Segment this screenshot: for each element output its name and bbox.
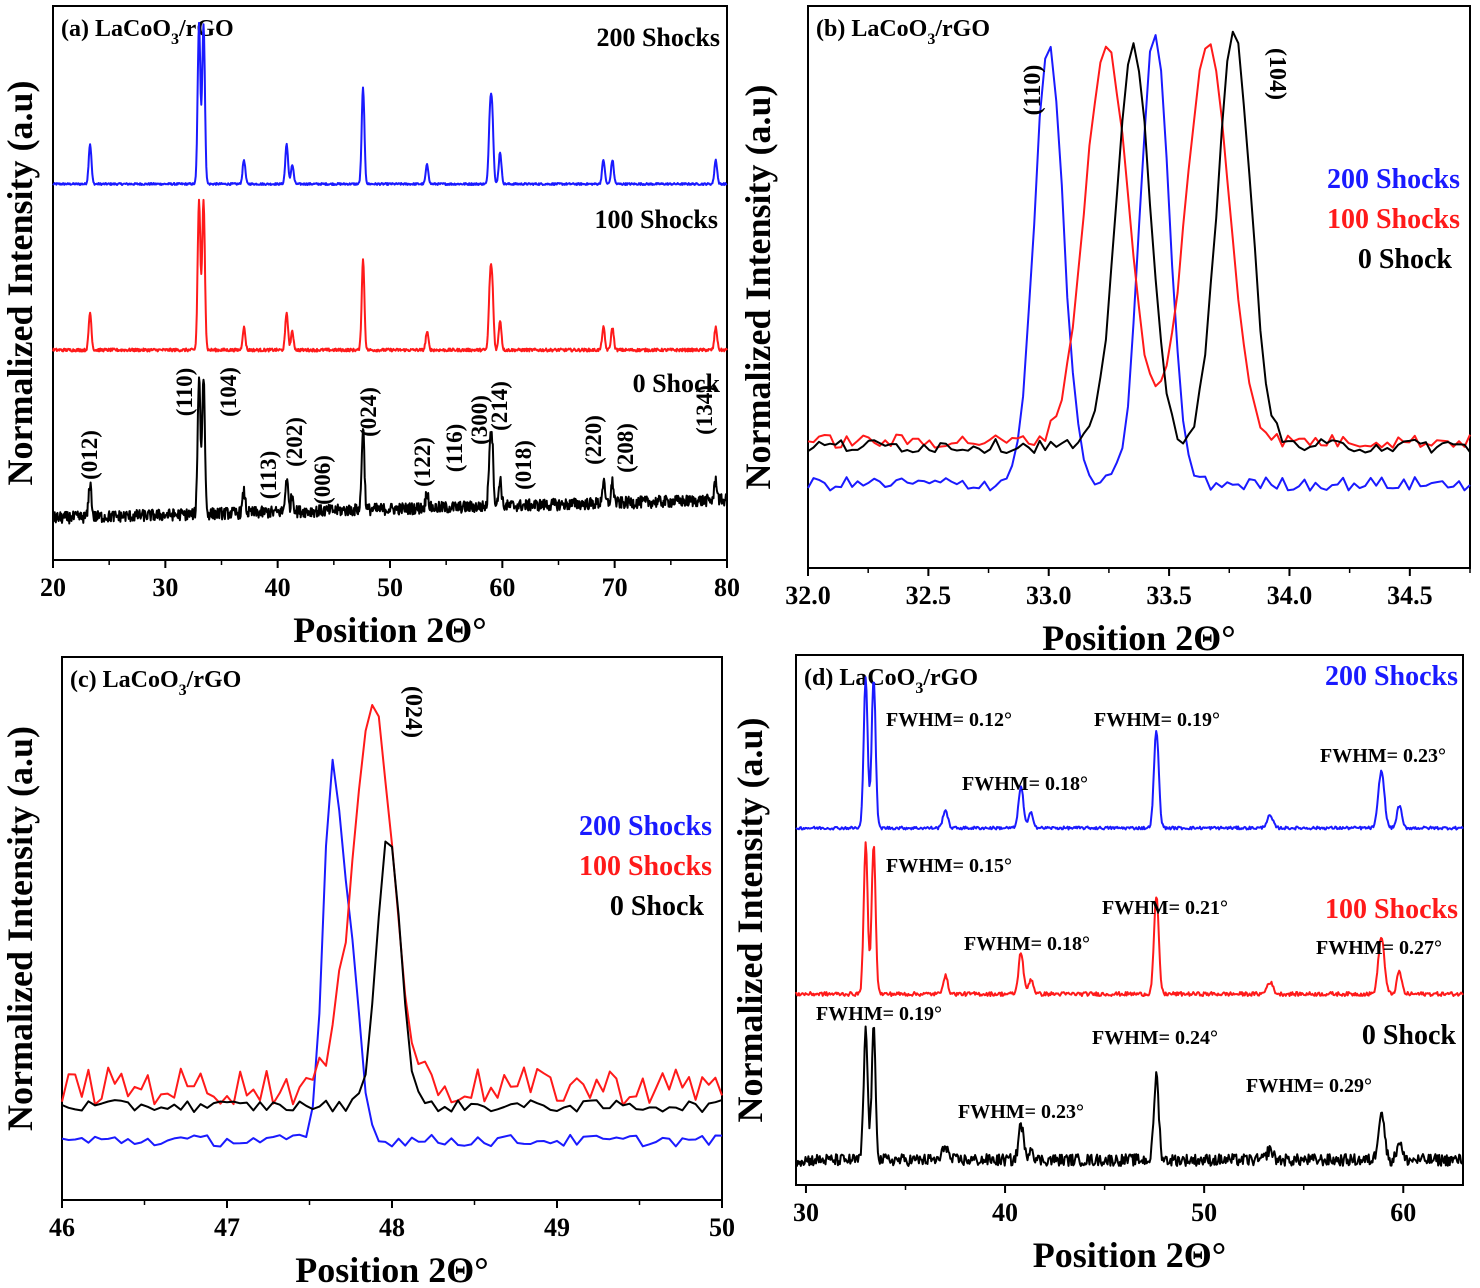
hkl-label: (134): [692, 385, 717, 435]
x-tick-label: 40: [992, 1198, 1018, 1227]
x-tick-label: 70: [602, 573, 628, 602]
fwhm-label: FWHM= 0.15°: [886, 855, 1012, 877]
legend-0: 0 Shock: [1358, 244, 1453, 275]
hkl-024: (024): [400, 686, 426, 738]
hkl-label: (104): [216, 367, 241, 417]
hkl-110: (110): [1020, 65, 1046, 116]
panel-c: (c) LaCoO3/rGO Normalized Intensity (a.u)…: [0, 656, 735, 1288]
x-tick-label: 30: [793, 1198, 819, 1227]
x-tick-label: 40: [265, 573, 291, 602]
x-tick-label: 50: [1191, 1198, 1217, 1227]
hkl-label: (208): [613, 423, 638, 473]
fwhm-label: FWHM= 0.23°: [1320, 745, 1446, 767]
xrd-pattern-2: [795, 1025, 1464, 1167]
fwhm-label: FWHM= 0.29°: [1246, 1075, 1372, 1097]
legend-200: 200 Shocks: [579, 811, 712, 842]
xrd-pattern-1: [795, 841, 1464, 997]
y-axis-label: Normalized Intensity (a.u): [730, 718, 770, 1123]
fwhm-label: FWHM= 0.24°: [1092, 1027, 1218, 1049]
panel-title: (b) LaCoO3/rGO: [816, 16, 990, 48]
hkl-104: (104): [1264, 48, 1290, 100]
hkl-label: (116): [442, 424, 467, 473]
hkl-label: (110): [172, 368, 197, 417]
plot-frame: [52, 5, 728, 561]
legend-200: 200 Shocks: [1325, 661, 1458, 692]
x-axis-label: Position 2Θ°: [295, 1250, 488, 1288]
y-axis-label: Normalized Intensity (a.u): [0, 726, 40, 1131]
plot-frame: [795, 654, 1464, 1186]
legend-200: 200 Shocks: [1327, 164, 1460, 195]
hkl-label: (122): [410, 437, 435, 487]
x-tick-label: 48: [379, 1213, 405, 1242]
fwhm-label: FWHM= 0.19°: [1094, 709, 1220, 731]
peak-series-2: [61, 840, 723, 1113]
x-tick-label: 50: [709, 1213, 735, 1242]
peak-series-0: [807, 34, 1471, 492]
x-tick-label: 20: [40, 573, 66, 602]
hkl-label: (300): [467, 395, 492, 445]
xrd-pattern-2: [52, 376, 728, 525]
peak-series-1: [807, 43, 1471, 449]
x-tick-label: 33.0: [1026, 581, 1072, 610]
xrd-pattern-0: [52, 21, 728, 186]
series-label-0: 0 Shock: [633, 369, 721, 398]
x-tick-label: 32.0: [785, 581, 831, 610]
x-axis-label: Position 2Θ°: [1033, 1235, 1226, 1275]
hkl-label: (006): [310, 455, 335, 505]
fwhm-label: FWHM= 0.12°: [886, 709, 1012, 731]
panel-d: (d) LaCoO3/rGO Normalized Intensity (a.u)…: [730, 654, 1464, 1275]
peak-series-1: [61, 704, 723, 1106]
series-label-100: 100 Shocks: [594, 205, 718, 234]
hkl-label: (018): [511, 440, 536, 490]
peak-series-2: [807, 30, 1471, 454]
hkl-label: (012): [77, 430, 102, 480]
fwhm-label: FWHM= 0.18°: [962, 773, 1088, 795]
series-label-200: 200 Shocks: [596, 23, 720, 52]
x-tick-label: 49: [544, 1213, 570, 1242]
plot-layer: (a) LaCoO3/rGO Normalized Intensity (a.u)…: [0, 5, 1471, 1288]
legend-100: 100 Shocks: [1325, 894, 1458, 925]
fwhm-label: FWHM= 0.27°: [1316, 937, 1442, 959]
x-tick-label: 60: [489, 573, 515, 602]
x-tick-label: 50: [377, 573, 403, 602]
plot-frame: [61, 656, 723, 1201]
x-tick-label: 60: [1390, 1198, 1416, 1227]
x-axis-label: Position 2Θ°: [1042, 618, 1235, 658]
x-tick-label: 47: [214, 1213, 240, 1242]
hkl-label: (113): [256, 451, 281, 500]
hkl-label: (024): [356, 387, 381, 437]
legend-100: 100 Shocks: [1327, 204, 1460, 235]
x-tick-label: 34.5: [1387, 581, 1433, 610]
fwhm-label: FWHM= 0.19°: [816, 1003, 942, 1025]
y-axis-label: Normalized Intensity (a.u): [738, 85, 778, 490]
panel-title: (d) LaCoO3/rGO: [804, 665, 978, 697]
plot-frame: [807, 5, 1471, 569]
panel-b: (b) LaCoO3/rGO Normalized Intensity (a.u)…: [738, 5, 1471, 658]
x-tick-label: 33.5: [1146, 581, 1192, 610]
panel-title: (c) LaCoO3/rGO: [70, 667, 241, 699]
x-tick-label: 32.5: [906, 581, 952, 610]
x-tick-label: 34.0: [1267, 581, 1313, 610]
peak-series-0: [61, 758, 723, 1148]
hkl-label: (214): [487, 381, 512, 431]
xrd-pattern-0: [795, 676, 1464, 831]
x-tick-label: 80: [714, 573, 740, 602]
x-axis-label: Position 2Θ°: [293, 610, 486, 650]
x-tick-label: 30: [152, 573, 178, 602]
panel-title: (a) LaCoO3/rGO: [61, 16, 234, 48]
panel-a: (a) LaCoO3/rGO Normalized Intensity (a.u)…: [0, 5, 740, 650]
y-axis-label: Normalized Intensity (a.u): [0, 81, 40, 486]
legend-0: 0 Shock: [610, 891, 705, 922]
hkl-label: (202): [282, 417, 307, 467]
hkl-label: (220): [581, 415, 606, 465]
fwhm-label: FWHM= 0.21°: [1102, 897, 1228, 919]
x-tick-label: 46: [49, 1213, 75, 1242]
fwhm-label: FWHM= 0.23°: [958, 1101, 1084, 1123]
legend-0: 0 Shock: [1362, 1020, 1457, 1051]
fwhm-label: FWHM= 0.18°: [964, 933, 1090, 955]
xrd-pattern-1: [52, 198, 728, 353]
legend-100: 100 Shocks: [579, 851, 712, 882]
